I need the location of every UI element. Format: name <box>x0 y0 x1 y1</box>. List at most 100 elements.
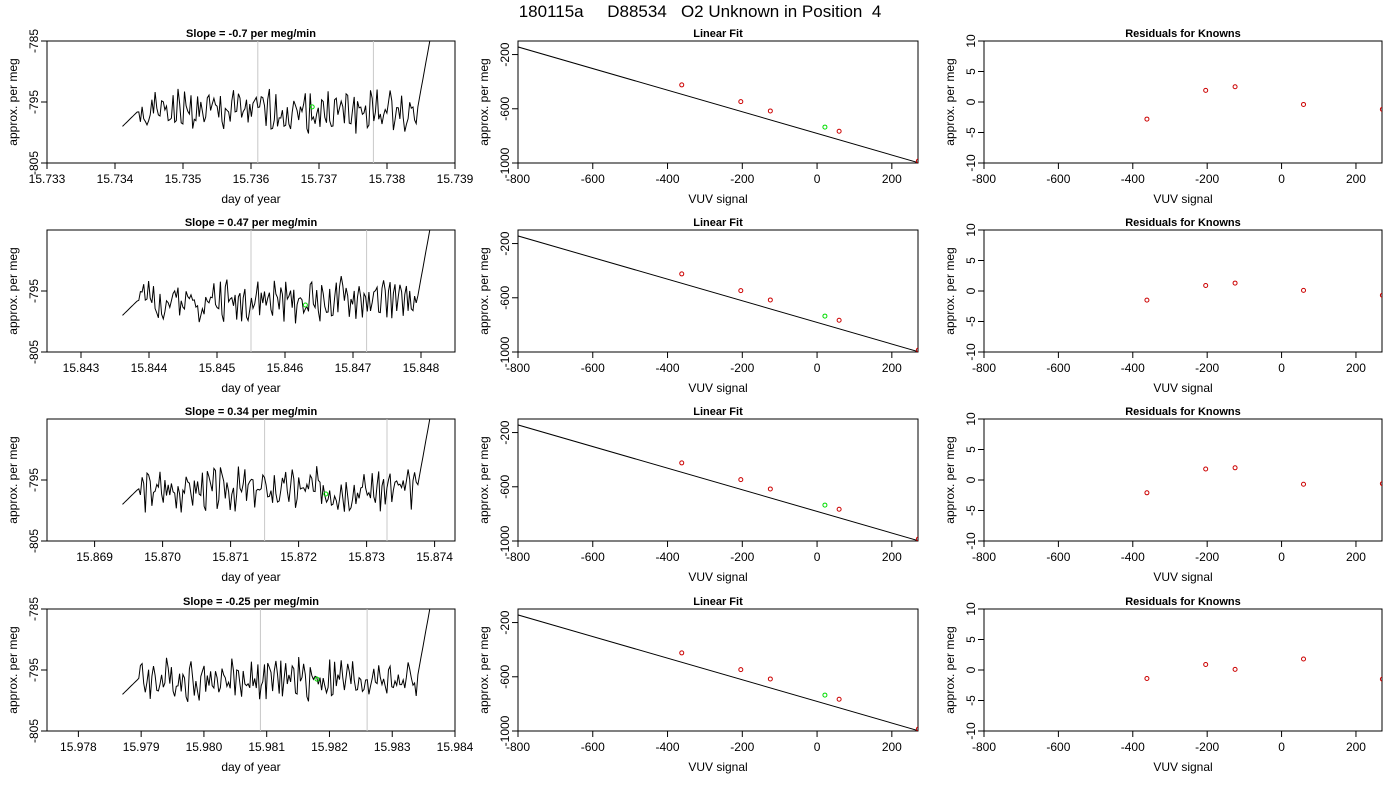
y-tick-label: -785 <box>27 597 41 621</box>
y-tick-label: -200 <box>498 42 512 66</box>
known-point <box>738 99 744 105</box>
x-tick-label: -800 <box>506 361 530 375</box>
y-tick-label: -200 <box>498 231 512 255</box>
x-tick-label: 0 <box>814 550 821 564</box>
known-point <box>1232 84 1238 90</box>
y-tick-label: -5 <box>964 127 978 138</box>
x-tick-label: 15.846 <box>267 361 304 375</box>
y-axis-label: approx. per meg <box>943 626 957 713</box>
known-point <box>915 347 918 352</box>
panel-3: Residuals for Knowns VUV signal approx. pe… <box>943 28 1383 206</box>
series-line <box>122 419 431 513</box>
fit-line <box>518 424 918 541</box>
known-point <box>915 536 918 541</box>
plot-frame <box>983 229 1383 353</box>
known-point <box>1232 280 1238 286</box>
x-tick-label: -600 <box>1046 740 1070 754</box>
plot-area <box>122 419 431 541</box>
y-axis-label: approx. per meg <box>943 247 957 334</box>
x-tick-label: 15.847 <box>335 361 372 375</box>
known-point <box>1144 116 1150 122</box>
y-tick-label: -1000 <box>498 525 512 556</box>
known-point <box>1144 676 1150 682</box>
known-point <box>1144 490 1150 496</box>
x-tick-label: 15.736 <box>233 172 270 186</box>
y-tick-label: -805 <box>27 719 41 743</box>
plot-frame <box>517 418 919 542</box>
known-point <box>767 297 773 303</box>
x-axis-label: VUV signal <box>688 381 747 395</box>
y-tick-label: 0 <box>964 476 978 483</box>
known-point <box>679 650 685 656</box>
x-tick-label: -800 <box>972 550 996 564</box>
x-tick-label: 0 <box>1278 361 1285 375</box>
plot-area <box>122 609 431 731</box>
y-axis-label: approx. per meg <box>477 58 491 145</box>
unknown-point <box>309 104 315 110</box>
panel-7: Slope = 0.34 per meg/min day of year appro… <box>6 406 456 584</box>
unknown-point <box>822 313 828 319</box>
panel-4: Slope = 0.47 per meg/min day of year appro… <box>6 217 456 395</box>
x-axis-label: day of year <box>221 381 280 395</box>
x-tick-label: 0 <box>814 361 821 375</box>
x-tick-label: 15.984 <box>437 740 474 754</box>
y-tick-label: -5 <box>964 316 978 327</box>
panel-title: Linear Fit <box>693 596 743 608</box>
x-tick-label: 15.735 <box>165 172 202 186</box>
known-point <box>767 676 773 682</box>
x-tick-label: -200 <box>1195 361 1219 375</box>
y-tick-label: 0 <box>964 287 978 294</box>
y-axis-label: approx. per meg <box>477 626 491 713</box>
unknown-point <box>302 302 308 308</box>
known-point <box>679 271 685 277</box>
y-tick-label: -5 <box>964 505 978 516</box>
plot-area <box>1144 84 1382 122</box>
x-tick-label: 15.845 <box>199 361 236 375</box>
x-axis-label: VUV signal <box>1153 381 1212 395</box>
known-point <box>915 726 918 731</box>
x-tick-label: 15.982 <box>311 740 348 754</box>
known-point <box>679 460 685 466</box>
known-point <box>1301 287 1307 293</box>
known-point <box>1203 87 1209 93</box>
x-tick-label: -600 <box>581 550 605 564</box>
x-tick-label: -400 <box>1121 740 1145 754</box>
plot-frame <box>983 418 1383 542</box>
x-tick-label: -200 <box>730 361 754 375</box>
y-tick-label: 0 <box>964 666 978 673</box>
x-tick-label: 15.739 <box>437 172 474 186</box>
plot-area <box>122 41 431 163</box>
known-point <box>1301 101 1307 107</box>
panel-title: Residuals for Knowns <box>1125 28 1241 40</box>
known-point <box>836 317 842 323</box>
panel-6: Residuals for Knowns VUV signal approx. pe… <box>943 217 1383 395</box>
y-axis-label: approx. per meg <box>6 247 20 334</box>
fit-line <box>518 46 918 163</box>
plot-area <box>122 230 431 352</box>
panel-title: Slope = -0.7 per meg/min <box>186 28 316 40</box>
y-axis-label: approx. per meg <box>943 436 957 523</box>
plot-frame <box>517 608 919 732</box>
x-tick-label: 15.869 <box>76 550 113 564</box>
y-tick-label: -10 <box>964 343 978 361</box>
x-tick-label: 0 <box>814 740 821 754</box>
y-tick-label: -1000 <box>498 147 512 178</box>
known-point <box>836 128 842 134</box>
x-axis-label: day of year <box>221 570 280 584</box>
panel-12: Residuals for Knowns VUV signal approx. pe… <box>943 596 1383 774</box>
series-line <box>122 609 431 702</box>
panel-title: Residuals for Knowns <box>1125 596 1241 608</box>
y-tick-label: -600 <box>498 285 512 309</box>
x-tick-label: -400 <box>656 172 680 186</box>
y-tick-label: 10 <box>964 602 978 616</box>
x-tick-label: 15.983 <box>374 740 411 754</box>
unknown-point <box>822 502 828 508</box>
known-point <box>1232 465 1238 471</box>
x-tick-label: 15.979 <box>123 740 160 754</box>
panel-10: Slope = -0.25 per meg/min day of year appr… <box>6 596 474 774</box>
x-tick-label: 15.981 <box>248 740 285 754</box>
x-tick-label: -200 <box>730 740 754 754</box>
x-tick-label: 15.874 <box>416 550 453 564</box>
